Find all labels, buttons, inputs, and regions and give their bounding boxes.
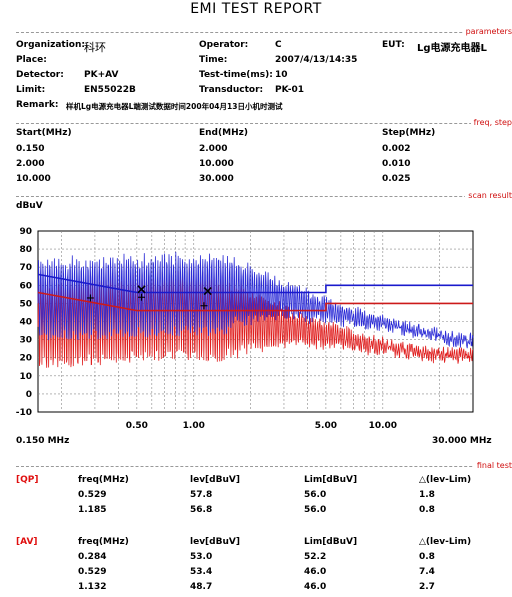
organization-value: 科环	[84, 41, 106, 54]
x-tick-label: 5.00	[315, 421, 337, 431]
organization-label: Organization:	[16, 40, 85, 50]
y-tick-label: 40	[19, 318, 32, 328]
av-marker	[86, 294, 94, 302]
detector-label: Detector:	[16, 70, 64, 80]
av-header-lev: lev[dBuV]	[190, 537, 240, 547]
av-header-lim: Lim[dBuV]	[304, 537, 358, 547]
y-tick-label: 60	[19, 281, 32, 291]
av-cell: 46.0	[304, 567, 327, 577]
y-tick-label: 50	[19, 299, 32, 309]
remark-value: 样机Lg电源充电器L端测试数据时间200年04月13日小机时测试	[66, 102, 283, 111]
freq-cell: 30.000	[199, 174, 234, 184]
freq-header-step: Step(MHz)	[382, 128, 436, 138]
section-divider-parameters	[16, 32, 512, 33]
operator-label: Operator:	[199, 40, 249, 50]
freq-cell: 2.000	[16, 159, 45, 169]
freq-cell: 10.000	[16, 174, 51, 184]
y-tick-label: 20	[19, 354, 32, 364]
y-tick-label: 90	[19, 227, 32, 237]
freq-cell: 0.150	[16, 144, 45, 154]
av-cell: 1.132	[78, 582, 107, 592]
eut-value: Lg电源充电器L	[417, 43, 487, 54]
av-cell: 7.4	[419, 567, 435, 577]
qp-cell: 56.0	[304, 505, 327, 515]
place-label: Place:	[16, 55, 47, 65]
qp-header-lim: Lim[dBuV]	[304, 475, 358, 485]
pk-trace-line	[37, 251, 474, 349]
freq-header-end: End(MHz)	[199, 128, 248, 138]
x-tick-label: 10.00	[369, 421, 397, 431]
section-divider-freq	[16, 123, 512, 124]
section-divider-scan	[16, 196, 512, 197]
qp-header-freq: freq(MHz)	[78, 475, 129, 485]
x-tick-label: 1.00	[183, 421, 205, 431]
qp-marker	[203, 287, 212, 296]
qp-cell: 1.185	[78, 505, 107, 515]
qp-cell: 0.8	[419, 505, 435, 515]
limit-value: EN55022B	[84, 85, 136, 95]
av-header-delta: △(lev-Lim)	[419, 537, 472, 547]
qp-cell: 56.0	[304, 490, 327, 500]
qp-cell: 0.529	[78, 490, 107, 500]
qp-limit-line	[37, 273, 473, 294]
av-cell: 46.0	[304, 582, 327, 592]
av-limit-line	[37, 291, 473, 312]
av-cell: 0.529	[78, 567, 107, 577]
remark-label: Remark:	[16, 100, 59, 110]
x-tick-label: 0.50	[126, 421, 148, 431]
limit-label: Limit:	[16, 85, 46, 95]
x-end-label: 30.000 MHz	[432, 436, 492, 446]
av-cell: 53.0	[190, 552, 213, 562]
y-tick-label: 30	[19, 336, 32, 346]
section-label-parameters: parameters	[462, 27, 512, 36]
testtime-label: Test-time(ms):	[199, 70, 273, 80]
transducer-value: PK-01	[275, 85, 305, 95]
av-tag: [AV]	[16, 537, 38, 547]
av-marker	[200, 302, 208, 310]
av-header-freq: freq(MHz)	[78, 537, 129, 547]
y-tick-label: 70	[19, 263, 32, 273]
marker-stroke	[203, 287, 212, 296]
section-divider-final	[16, 466, 512, 467]
y-tick-label: 80	[19, 245, 32, 255]
time-value: 2007/4/13/14:35	[275, 55, 358, 65]
freq-cell: 0.025	[382, 174, 411, 184]
y-tick-label: -10	[16, 408, 32, 418]
av-cell: 0.8	[419, 552, 435, 562]
freq-cell: 10.000	[199, 159, 234, 169]
section-label-freq: freq, step	[470, 118, 512, 127]
av-cell: 2.7	[419, 582, 435, 592]
transducer-label: Transductor:	[199, 85, 264, 95]
freq-cell: 2.000	[199, 144, 228, 154]
eut-label: EUT:	[382, 40, 405, 50]
detector-value: PK+AV	[84, 70, 119, 80]
time-label: Time:	[199, 55, 228, 65]
qp-cell: 1.8	[419, 490, 435, 500]
testtime-value: 10	[275, 70, 288, 80]
av-cell: 53.4	[190, 567, 213, 577]
section-label-scan: scan result	[465, 191, 512, 200]
av-cell: 0.284	[78, 552, 107, 562]
emi-chart: 90 80 70 60 50 40 30 20 10 0 -10 0.50 1.00 5.00 10.00	[16, 227, 474, 431]
freq-cell: 0.002	[382, 144, 411, 154]
qp-cell: 57.8	[190, 490, 213, 500]
report-title: EMI TEST REPORT	[190, 1, 322, 17]
freq-cell: 0.010	[382, 159, 411, 169]
section-label-final: final test	[473, 461, 512, 470]
qp-header-delta: △(lev-Lim)	[419, 475, 472, 485]
av-marker	[137, 293, 145, 301]
av-cell: 52.2	[304, 552, 327, 562]
av-cell: 48.7	[190, 582, 213, 592]
freq-header-start: Start(MHz)	[16, 128, 72, 138]
qp-cell: 56.8	[190, 505, 213, 515]
qp-marker	[137, 285, 146, 294]
marker-stroke	[137, 285, 146, 294]
y-tick-label: 10	[19, 372, 32, 382]
qp-tag: [QP]	[16, 475, 39, 485]
chart-ylabel: dBuV	[16, 201, 43, 211]
x-start-label: 0.150 MHz	[16, 436, 70, 446]
y-tick-label: 0	[26, 390, 32, 400]
qp-header-lev: lev[dBuV]	[190, 475, 240, 485]
operator-value: C	[275, 40, 282, 50]
